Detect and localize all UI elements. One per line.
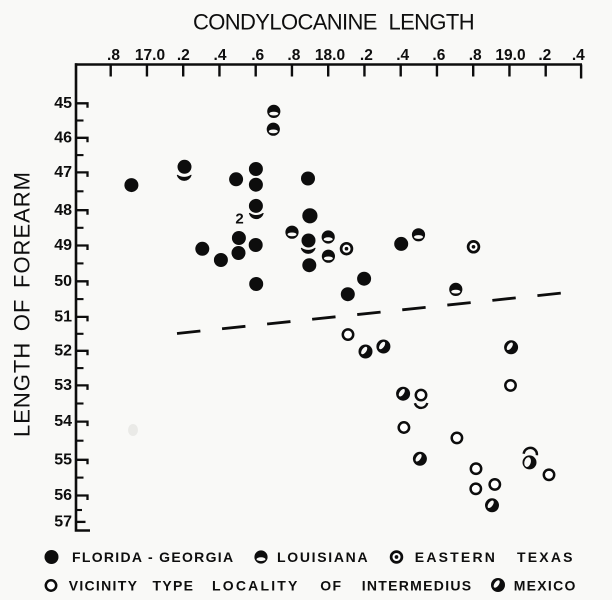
svg-text:48: 48 bbox=[54, 202, 72, 219]
svg-text:.8: .8 bbox=[107, 47, 120, 64]
svg-text:.2: .2 bbox=[177, 47, 190, 64]
svg-text:LENGTH OF FOREARM: LENGTH OF FOREARM bbox=[9, 171, 34, 437]
svg-text:.8: .8 bbox=[469, 47, 482, 64]
svg-text:EASTERN: EASTERN bbox=[415, 549, 497, 565]
svg-text:52: 52 bbox=[54, 342, 72, 359]
svg-text:.2: .2 bbox=[360, 47, 373, 64]
svg-text:VICINITY: VICINITY bbox=[69, 578, 139, 594]
svg-text:TYPE: TYPE bbox=[153, 578, 195, 594]
svg-text:17.0: 17.0 bbox=[135, 47, 165, 64]
svg-text:.4: .4 bbox=[214, 47, 227, 64]
svg-text:.4: .4 bbox=[572, 47, 585, 64]
svg-text:55: 55 bbox=[54, 451, 72, 468]
svg-text:CONDYLOCANINE: CONDYLOCANINE bbox=[193, 9, 377, 34]
svg-text:49: 49 bbox=[54, 237, 72, 254]
svg-text:2: 2 bbox=[235, 211, 243, 228]
svg-text:57: 57 bbox=[54, 514, 72, 531]
svg-text:.4: .4 bbox=[396, 47, 409, 64]
svg-text:46: 46 bbox=[54, 129, 72, 146]
svg-text:45: 45 bbox=[54, 95, 72, 112]
svg-text:51: 51 bbox=[54, 309, 72, 326]
svg-text:LENGTH: LENGTH bbox=[389, 9, 475, 34]
svg-text:INTERMEDIUS: INTERMEDIUS bbox=[362, 578, 473, 594]
svg-text:.8: .8 bbox=[287, 47, 300, 64]
svg-text:MEXICO: MEXICO bbox=[514, 578, 577, 594]
svg-text:19.0: 19.0 bbox=[495, 47, 525, 64]
svg-text:TEXAS: TEXAS bbox=[517, 549, 575, 565]
svg-text:OF: OF bbox=[320, 578, 342, 594]
svg-text:FLORIDA - GEORGIA: FLORIDA - GEORGIA bbox=[72, 549, 234, 565]
svg-text:18.0: 18.0 bbox=[315, 47, 345, 64]
svg-text:LOUISIANA: LOUISIANA bbox=[277, 549, 369, 565]
svg-text:.2: .2 bbox=[538, 47, 551, 64]
svg-text:54: 54 bbox=[54, 413, 72, 430]
svg-text:.6: .6 bbox=[432, 47, 445, 64]
svg-text:LOCALITY: LOCALITY bbox=[212, 578, 300, 594]
svg-text:50: 50 bbox=[54, 273, 72, 290]
svg-text:.6: .6 bbox=[251, 47, 264, 64]
svg-text:53: 53 bbox=[54, 377, 72, 394]
svg-text:56: 56 bbox=[54, 487, 72, 504]
svg-text:47: 47 bbox=[54, 164, 72, 181]
